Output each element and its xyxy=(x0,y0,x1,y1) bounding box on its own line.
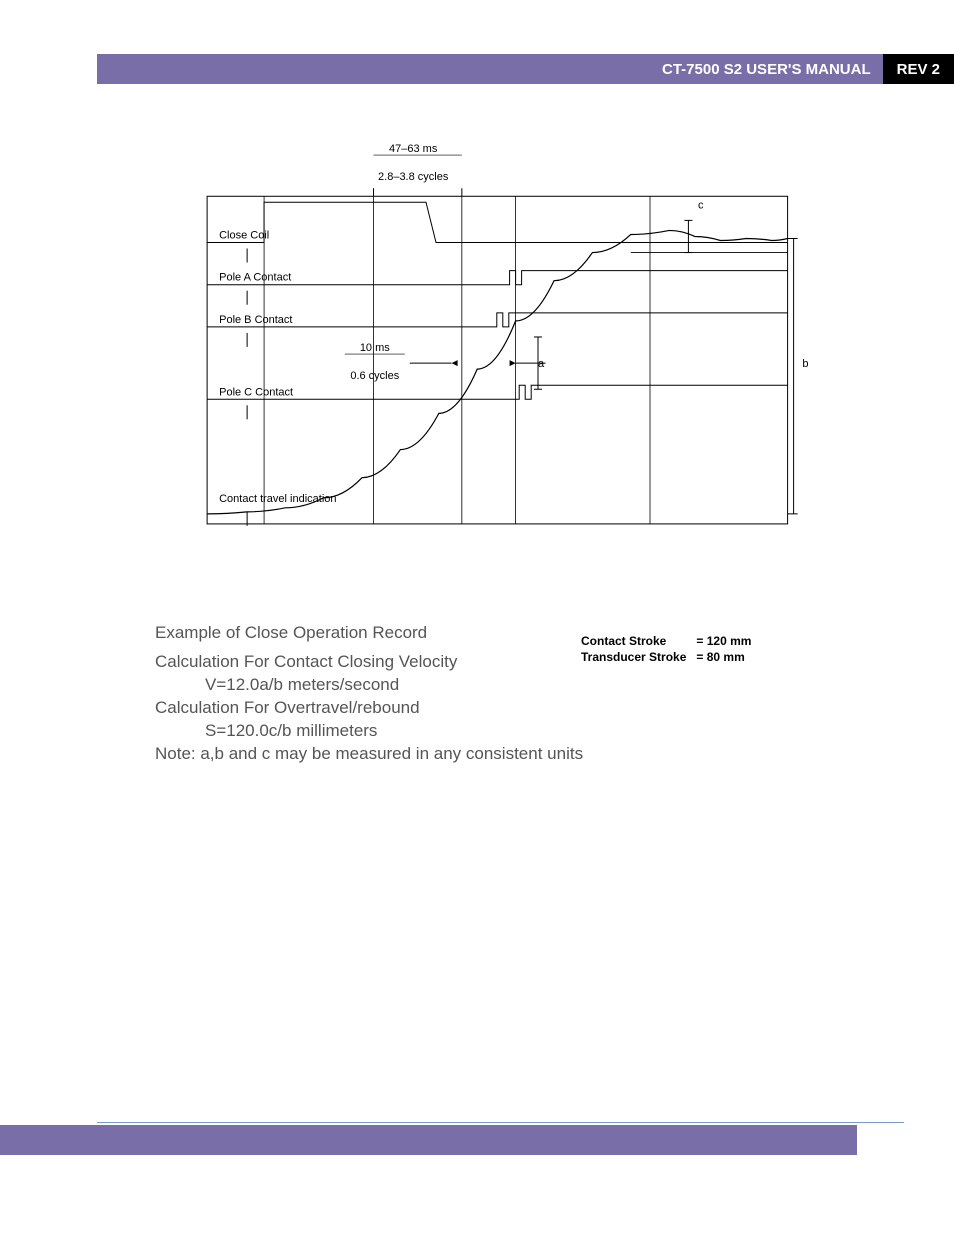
notes-line: Note: a,b and c may be measured in any c… xyxy=(155,743,585,766)
svg-text:b: b xyxy=(802,358,808,370)
svg-text:Pole A Contact: Pole A Contact xyxy=(219,272,291,284)
svg-text:10 ms: 10 ms xyxy=(360,342,390,354)
notes-line: S=120.0c/b millimeters xyxy=(155,720,585,743)
figure-svg: 47–63 ms 2.8–3.8 cycles Close Coil Pole A C… xyxy=(170,140,810,542)
table-row: Transducer Stroke = 80 mm xyxy=(577,650,755,664)
notes-line: V=12.0a/b meters/second xyxy=(155,674,585,697)
svg-text:c: c xyxy=(698,199,704,211)
header-bar: CT-7500 S2 USER'S MANUAL REV 2 xyxy=(97,54,954,84)
svg-text:Contact travel indication: Contact travel indication xyxy=(219,493,336,505)
footer-divider xyxy=(97,1122,904,1123)
svg-text:a: a xyxy=(538,358,545,370)
notes-title: Example of Close Operation Record xyxy=(155,622,585,645)
svg-text:Pole C Contact: Pole C Contact xyxy=(219,386,293,398)
svg-text:2.8–3.8 cycles: 2.8–3.8 cycles xyxy=(378,171,449,183)
notes-line: Calculation For Overtravel/rebound xyxy=(155,697,585,720)
stroke-table: Contact Stroke = 120 mm Transducer Strok… xyxy=(575,632,757,666)
manual-title: CT-7500 S2 USER'S MANUAL xyxy=(650,54,883,84)
notes-line: Calculation For Contact Closing Velocity xyxy=(155,651,585,674)
stroke-label: Transducer Stroke xyxy=(577,650,690,664)
svg-text:47–63 ms: 47–63 ms xyxy=(389,143,438,155)
revision-badge: REV 2 xyxy=(883,54,954,84)
svg-text:Close Coil: Close Coil xyxy=(219,230,269,242)
svg-text:0.6 cycles: 0.6 cycles xyxy=(350,370,399,382)
calculation-notes: Example of Close Operation Record Calcul… xyxy=(155,622,585,766)
close-operation-figure: 47–63 ms 2.8–3.8 cycles Close Coil Pole A C… xyxy=(170,140,810,542)
page-number: 99 xyxy=(878,1130,898,1151)
table-row: Contact Stroke = 120 mm xyxy=(577,634,755,648)
stroke-value: = 120 mm xyxy=(692,634,755,648)
stroke-value: = 80 mm xyxy=(692,650,755,664)
stroke-label: Contact Stroke xyxy=(577,634,690,648)
footer-bar xyxy=(0,1125,857,1155)
svg-text:Pole B Contact: Pole B Contact xyxy=(219,314,292,326)
